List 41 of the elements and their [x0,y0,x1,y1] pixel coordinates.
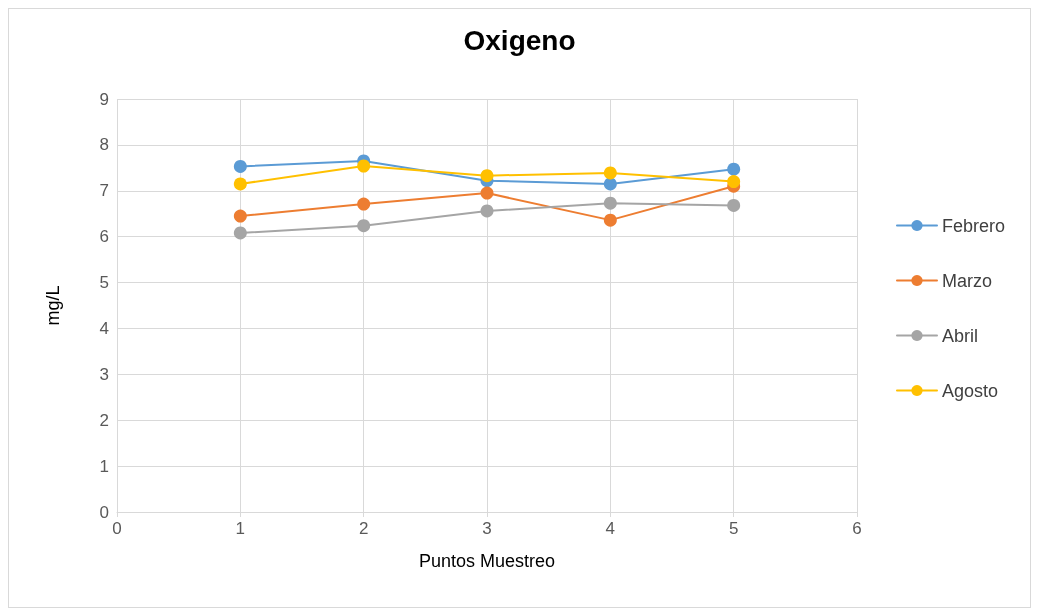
y-tick-label: 4 [99,318,109,338]
legend-label: Abril [941,325,978,346]
point [727,175,741,189]
x-tick-label: 2 [358,519,369,538]
y-tick-label: 3 [99,364,109,384]
legend-label: Febrero [941,215,1005,236]
y-tick-label: 5 [99,273,109,293]
point [357,159,371,173]
y-tick-label: 8 [99,135,109,155]
x-tick-label: 0 [112,519,122,538]
point [233,177,247,191]
y-tick-label: 9 [99,89,109,109]
point [603,166,617,180]
point [480,169,494,183]
y-tick-label: 1 [99,456,109,476]
point [603,213,617,227]
point [357,197,371,211]
x-tick-label: 3 [482,519,492,538]
y-tick-label: 7 [99,181,109,201]
point [233,209,247,223]
point [480,204,494,218]
x-axis-title: Puntos Muestreo [418,551,556,571]
x-tick-label: 4 [605,519,616,538]
y-axis-title: mg/L [43,285,63,326]
y-tick-label: 2 [99,410,109,430]
legend-label: Agosto [941,380,999,401]
x-tick-label: 1 [235,519,246,538]
point [603,196,617,210]
point [727,162,741,176]
point [603,177,617,191]
x-tick-label: 5 [728,519,739,538]
point [233,226,247,240]
point [727,198,741,212]
y-tick-label: 6 [99,227,109,247]
point [233,159,247,173]
point [357,219,371,233]
x-tick-label: 6 [852,519,862,538]
y-tick-label: 0 [99,502,109,522]
chart-title: Oxigeno [463,24,576,56]
legend-label: Marzo [941,270,992,291]
point [480,186,494,200]
